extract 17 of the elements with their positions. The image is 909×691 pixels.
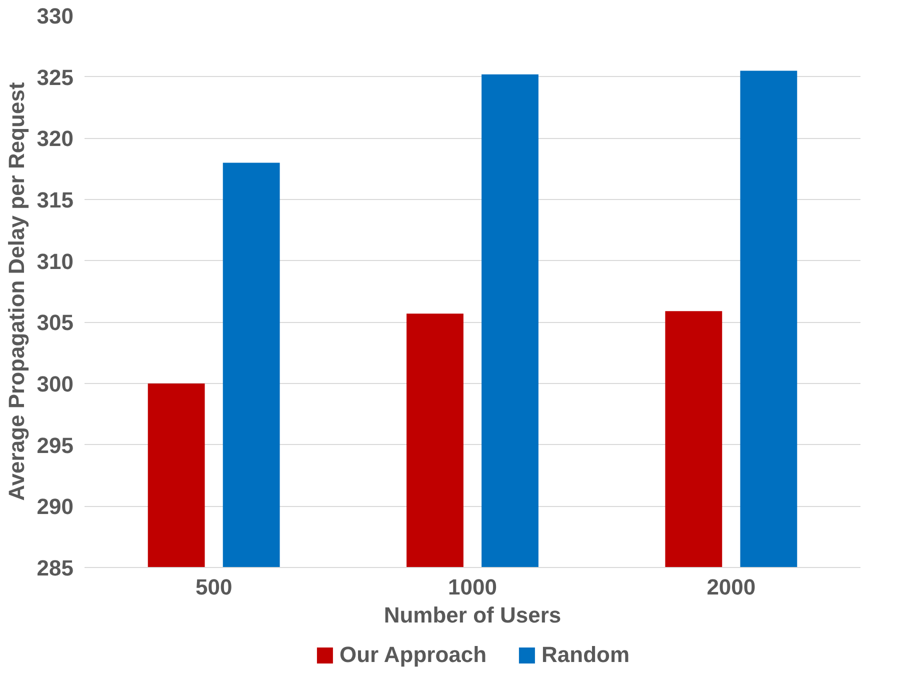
y-tick-label: 300 <box>36 372 74 396</box>
legend-label: Our Approach <box>339 642 487 668</box>
x-tick-label: 2000 <box>706 574 756 600</box>
y-tick-label: 325 <box>36 64 74 90</box>
x-axis-title: Number of Users <box>384 602 562 628</box>
y-tick-label: 310 <box>36 248 74 274</box>
y-tick-label: 305 <box>36 310 74 336</box>
legend-label: Random <box>542 642 630 668</box>
y-tick-label: 290 <box>36 494 74 520</box>
x-tick-label: 500 <box>195 574 232 600</box>
y-tick-label: 295 <box>36 432 74 458</box>
y-tick-label: 315 <box>36 188 74 212</box>
y-tick-label: 330 <box>36 4 74 28</box>
y-tick-label: 320 <box>36 126 74 152</box>
y-axis-title: Average Propagation Delay per Request <box>4 82 29 501</box>
x-tick-label: 1000 <box>448 574 497 600</box>
y-tick-label: 285 <box>36 556 74 580</box>
